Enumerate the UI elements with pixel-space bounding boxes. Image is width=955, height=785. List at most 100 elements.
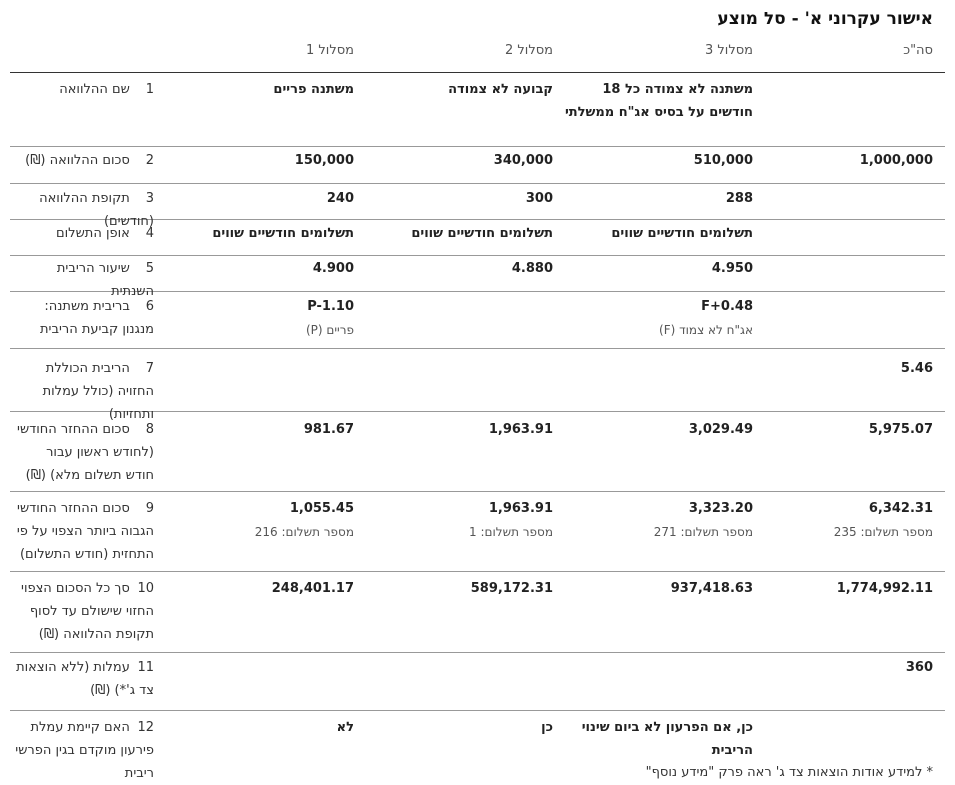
row-label-text: סכום ההחזר החודשי (לחודש ראשון עבור חודש… [17,422,154,483]
cell-value: כן, אם הפרעון לא ביום שינוי הריבית [581,720,753,758]
cell-value: 589,172.31 [470,581,553,596]
cell-route-3: 3,323.20 מספר תשלום: 271 [563,497,753,540]
cell-value: 1,963.91 [488,501,553,516]
cell-subtext: אג"ח לא צמוד (F) [659,323,753,337]
column-header-route-3: מסלול 3 [705,43,753,58]
row-label: 5 שיעור הריבית השנתית [14,257,154,303]
row-label-text: שיעור הריבית השנתית [56,261,154,299]
row-label: 9 סכום ההחזר החודשי הגבוה ביותר הצפוי על… [14,497,154,566]
cell-value: 3,323.20 [688,501,753,516]
row-number: 8 [145,422,154,437]
cell-route-1: 981.67 [154,418,354,441]
cell-value: 5,975.07 [868,422,933,437]
footnote: * למידע אודות הוצאות צד ג' ראה פרק "מידע… [645,765,933,780]
row-label: 4 אופן התשלום [14,222,154,245]
cell-total: 5,975.07 [768,418,933,441]
cell-route-2: 1,963.91 [363,418,553,441]
cell-value: 1,774,992.11 [836,581,933,596]
cell-route-3: משתנה לא צמודה כל 18 חודשים על בסיס אג"ח… [563,78,753,124]
cell-route-1: תשלומים חודשיים שווים [154,222,354,245]
cell-value: 4.950 [711,261,753,276]
cell-route-1: לא [154,716,354,739]
cell-value: 937,418.63 [670,581,753,596]
cell-route-2: 300 [363,187,553,210]
cell-route-3: 510,000 [563,149,753,172]
cell-value: 300 [525,191,553,206]
cell-route-2: 589,172.31 [363,577,553,600]
cell-route-1: משתנה פריים [154,78,354,101]
cell-value: 6,342.31 [868,501,933,516]
cell-value: 248,401.17 [271,581,354,596]
row-divider [10,710,945,711]
cell-total: 5.46 [768,357,933,380]
row-label: 11 עמלות (ללא הוצאות צד ג'*) (₪) [14,656,154,702]
cell-route-1: P-1.10 פריים (P) [154,295,354,338]
cell-value: משתנה פריים [273,82,354,97]
cell-value: משתנה לא צמודה כל 18 חודשים על בסיס אג"ח… [564,82,753,120]
row-label-text: עמלות (ללא הוצאות צד ג'*) (₪) [16,660,154,698]
row-label: 10 סך כל הסכום הצפוי החזוי שישולם עד לסו… [14,577,154,646]
cell-value: תשלומים חודשיים שווים [611,226,753,241]
cell-route-1: 240 [154,187,354,210]
row-divider [10,291,945,292]
row-label: 7 הריבית הכוללת החזויה (כולל עמלות ותחזי… [14,357,154,426]
cell-route-3: 3,029.49 [563,418,753,441]
cell-route-2: 4.880 [363,257,553,280]
cell-total: 1,774,992.11 [768,577,933,600]
cell-total: 1,000,000 [768,149,933,172]
row-number: 9 [145,501,154,516]
cell-subtext: פריים (P) [305,323,354,337]
cell-route-3: כן, אם הפרעון לא ביום שינוי הריבית [563,716,753,762]
cell-value: 4.880 [511,261,553,276]
row-number: 1 [145,82,154,97]
row-divider [10,183,945,184]
row-divider [10,255,945,256]
row-label-text: שם ההלוואה [59,82,130,97]
column-header-route-2: מסלול 2 [505,43,553,58]
row-label: 1 שם ההלוואה [14,78,154,101]
cell-route-3: 288 [563,187,753,210]
cell-route-3: 937,418.63 [563,577,753,600]
row-number: 6 [145,299,154,314]
cell-value: 150,000 [294,153,354,168]
cell-value: תשלומים חודשיים שווים [411,226,553,241]
row-divider [10,146,945,147]
cell-value: 5.46 [900,361,933,376]
column-header-total: סה"כ [903,43,933,58]
row-divider [10,348,945,349]
cell-value: 4.900 [312,261,354,276]
cell-value: P-1.10 [307,299,354,314]
cell-route-2: כן [363,716,553,739]
cell-value: כן [541,720,553,735]
row-divider [10,652,945,653]
cell-route-1: 1,055.45 מספר תשלום: 216 [154,497,354,540]
cell-value: 288 [725,191,753,206]
cell-value: 1,055.45 [289,501,354,516]
cell-route-3: F+0.48 אג"ח לא צמוד (F) [563,295,753,338]
cell-route-3: 4.950 [563,257,753,280]
row-label-text: סכום ההלוואה (₪) [25,153,130,168]
row-divider [10,491,945,492]
row-label: 2 סכום ההלוואה (₪) [14,149,154,172]
cell-value: 510,000 [693,153,753,168]
cell-route-2: תשלומים חודשיים שווים [363,222,553,245]
cell-route-2: קבועה לא צמודה [363,78,553,101]
cell-route-2: 1,963.91 מספר תשלום: 1 [363,497,553,540]
cell-value: 1,000,000 [859,153,933,168]
row-number: 10 [137,581,154,596]
row-label-text: סך כל הסכום הצפוי החזוי שישולם עד לסוף ת… [21,581,154,642]
cell-value: קבועה לא צמודה [448,82,553,97]
cell-subtext: מספר תשלום: 271 [653,525,753,539]
cell-route-2: 340,000 [363,149,553,172]
row-number: 7 [145,361,154,376]
row-label: 3 תקופת ההלוואה (חודשים) [14,187,154,233]
row-number: 11 [137,660,154,675]
row-number: 3 [145,191,154,206]
row-number: 2 [145,153,154,168]
row-label-text: תקופת ההלוואה (חודשים) [39,191,154,229]
row-number: 12 [137,720,154,735]
row-number: 5 [145,261,154,276]
cell-subtext: מספר תשלום: 216 [254,525,354,539]
cell-subtext: מספר תשלום: 235 [833,525,933,539]
